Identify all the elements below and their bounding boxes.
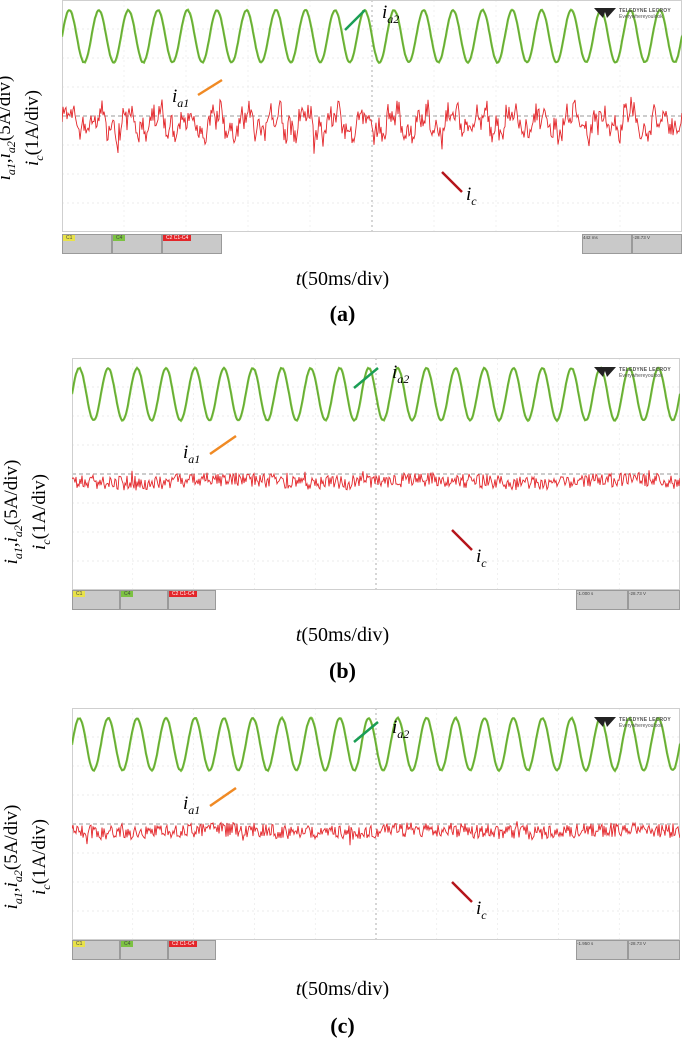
label-ic: ic [476,898,487,922]
panel-b: ia1,ia2(5A/div) ic(1A/div) TELEDYNE LECR… [0,358,685,688]
panel-c: ia1,ia2(5A/div) ic(1A/div) TELEDYNE LECR… [0,708,685,1041]
status-trigger: -28.73 V [628,940,680,960]
brand-logo-icon [594,8,616,18]
label-ia2: ia2 [382,2,400,26]
scope-plot [72,358,680,590]
scope-screen: TELEDYNE LECROY Everywhereyoulook [72,708,680,940]
status-ch1: C1 [62,234,112,254]
y-axis-label-line2: ic(1A/div) [28,473,53,551]
scope-screen: TELEDYNE LECROY Everywhereyoulook [72,358,680,590]
status-bar: C1 C4 C2 C1-C4 -1.950 s -28.73 V [72,940,680,960]
brand-text: TELEDYNE LECROY Everywhereyoulook [619,8,671,20]
label-ia2: ia2 [392,717,410,741]
scope-grid [72,708,680,940]
trace-ic [72,821,680,846]
scope-plot [62,0,682,232]
status-timebase: -1.000 s [576,590,628,610]
label-ia1: ia1 [183,793,201,817]
y-axis-label: ia1,ia2(5A/div) ic(1A/div) [1,412,53,612]
y-axis-label-line1: ia1,ia2(5A/div) [0,75,18,181]
panel-caption: (b) [329,658,356,683]
status-ch2: C2 C1-C4 [168,590,216,610]
x-axis-label: t(50ms/div) [295,268,390,290]
trace-ia1 [62,9,682,64]
label-ia2: ia2 [392,362,410,386]
status-ch4: C4 [120,590,168,610]
y-axis-label-line1: ia1,ia2(5A/div) [1,804,25,910]
y-axis-label-line2: ic(1A/div) [28,818,53,896]
status-bar: C1 C4 C2 C1-C4 442 ms -28.73 V [62,234,682,254]
panel-caption: (c) [330,1013,355,1038]
status-bar: C1 C4 C2 C1-C4 -1.000 s -28.73 V [72,590,680,610]
status-trigger: -28.73 V [632,234,682,254]
status-ch1: C1 [72,940,120,960]
brand-text: TELEDYNE LECROY Everywhereyoulook [619,367,671,379]
y-axis-label-line1: ia1,ia2(5A/div) [1,459,25,565]
trace-ic [62,96,682,154]
panel-a: ia1,ia2(5A/div) ic(1A/div) TELEDYNE LECR… [0,0,685,340]
trace-ia1 [72,367,680,422]
status-ch2: C2 C1-C4 [168,940,216,960]
status-timebase: 442 ms [582,234,632,254]
status-ch1: C1 [72,590,120,610]
status-ch4: C4 [120,940,168,960]
status-ch2: C2 C1-C4 [162,234,222,254]
status-timebase: -1.950 s [576,940,628,960]
scope-frame [72,708,680,940]
scope-screen: TELEDYNE LECROY Everywhereyoulook [62,0,682,232]
brand-text: TELEDYNE LECROY Everywhereyoulook [619,717,671,729]
x-axis-label: t(50ms/div) [295,978,390,1000]
label-ic: ic [466,184,477,208]
y-axis-label: ia1,ia2(5A/div) ic(1A/div) [0,28,46,228]
status-trigger: -28.73 V [628,590,680,610]
label-ia1: ia1 [183,442,201,466]
label-ia1: ia1 [172,86,190,110]
y-axis-label-line2: ic(1A/div) [21,89,46,167]
panel-caption: (a) [329,301,356,326]
trace-ia1 [72,717,680,772]
label-ic: ic [476,546,487,570]
scope-plot [72,708,680,940]
scope-frame [72,358,680,590]
brand-logo-icon [594,717,616,727]
trace-ic [72,470,680,492]
y-axis-label: ia1,ia2(5A/div) ic(1A/div) [1,757,53,957]
brand-logo-icon [594,367,616,377]
status-ch4: C4 [112,234,162,254]
x-axis-label: t(50ms/div) [295,624,390,646]
